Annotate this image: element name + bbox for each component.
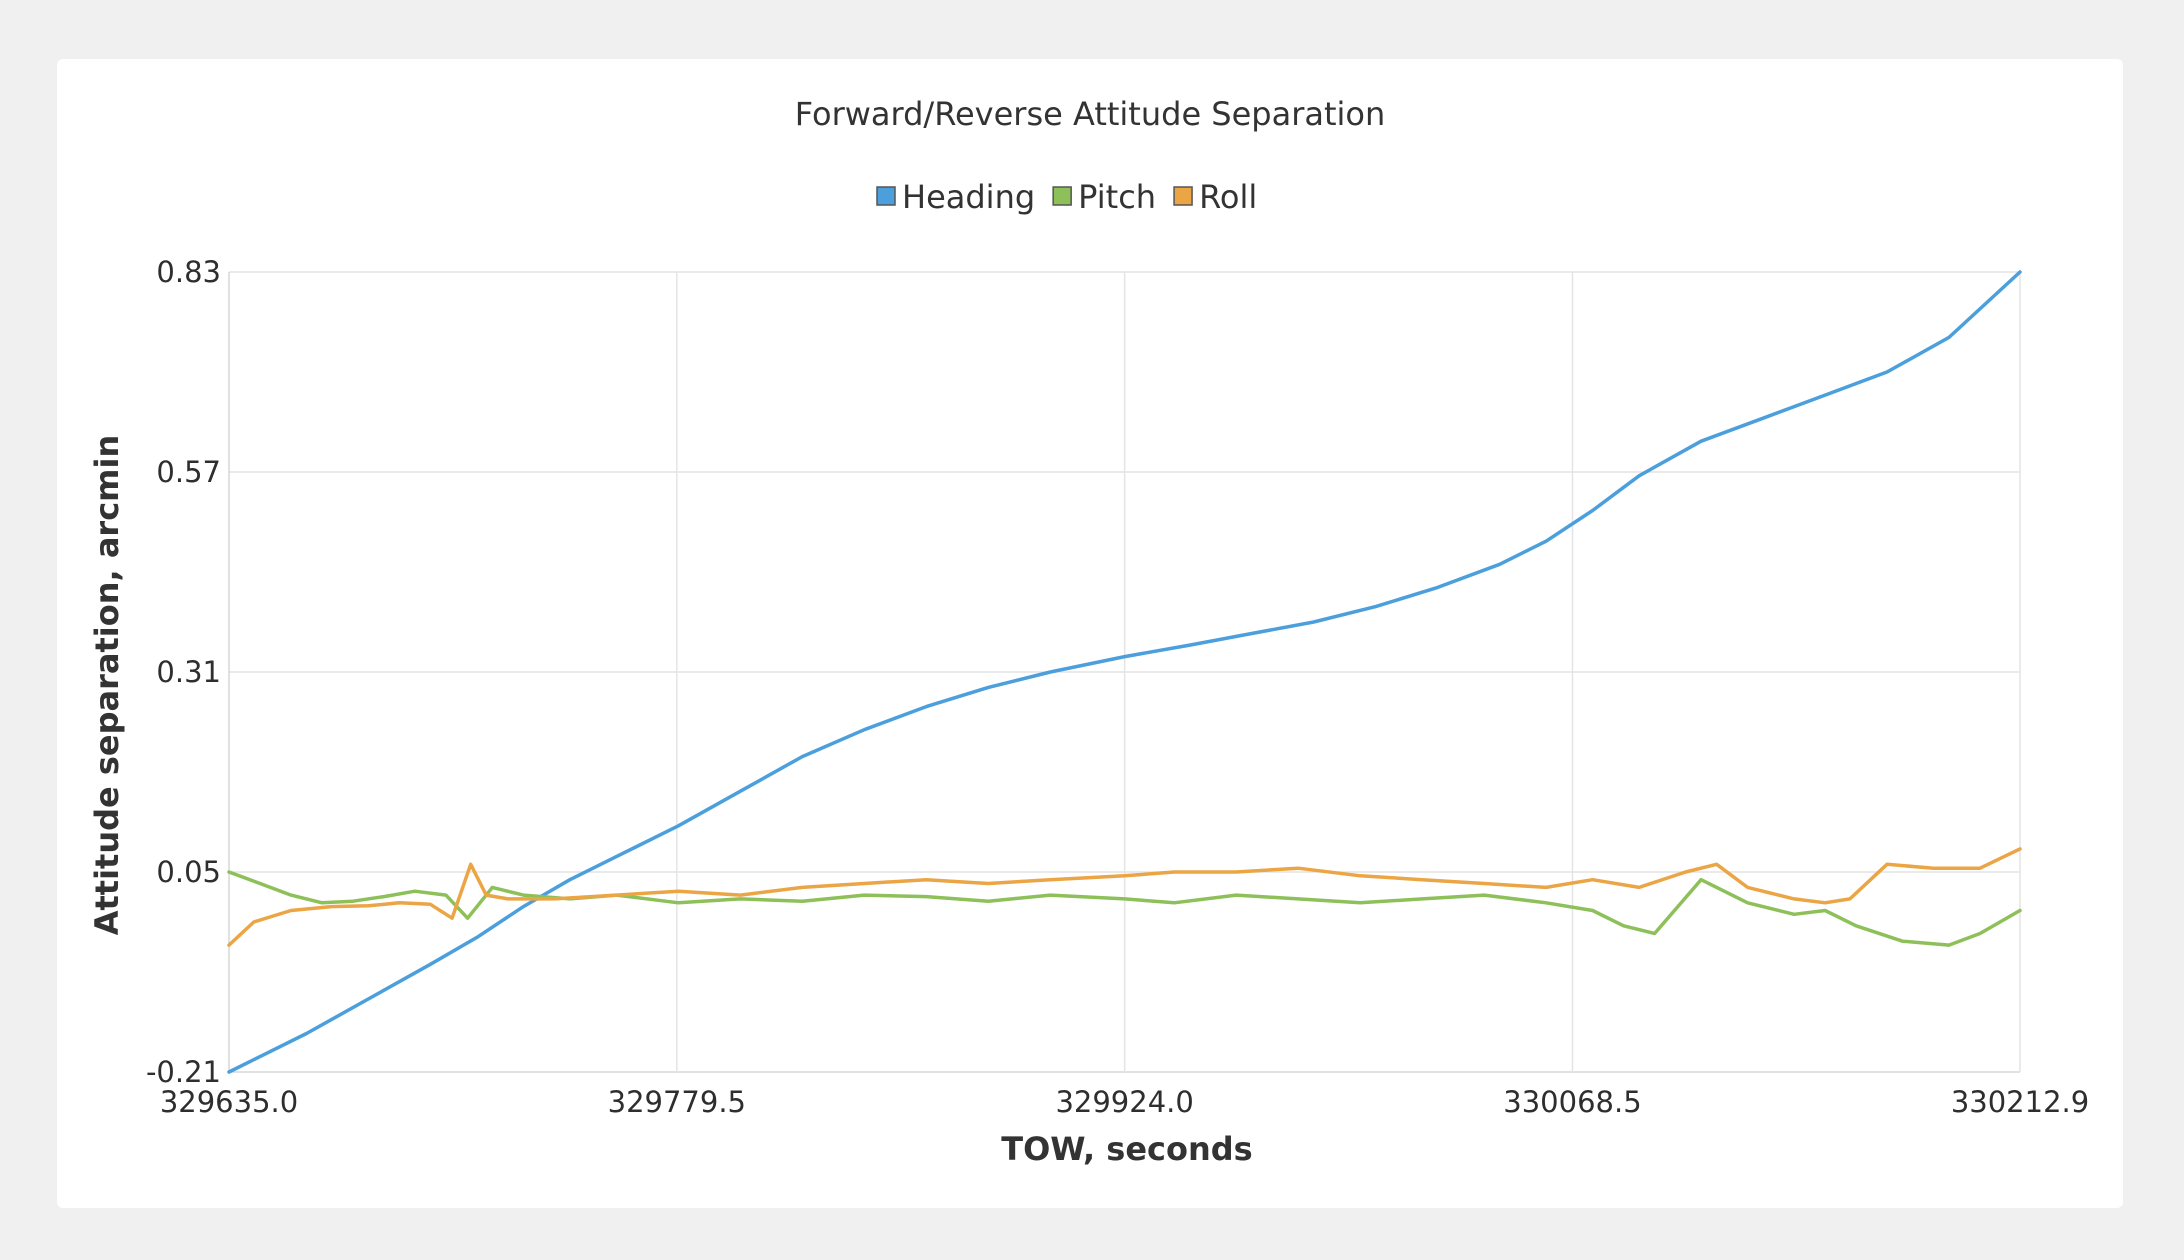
y-tick-label: 0.31 xyxy=(156,655,221,689)
legend-label: Pitch xyxy=(1078,178,1156,216)
axes: -0.21 0.05 0.31 0.57 0.83 329635.0 329779.5 329… xyxy=(146,255,2089,1119)
series-line-roll xyxy=(227,847,2022,947)
legend-item-roll[interactable]: Roll xyxy=(1173,178,1257,216)
legend-label: Roll xyxy=(1199,178,1257,216)
grid xyxy=(228,271,2021,1073)
x-tick-label: 330212.9 xyxy=(1951,1085,2089,1119)
x-axis-title: TOW, seconds xyxy=(1001,1130,1252,1168)
legend-swatch xyxy=(1173,186,1193,206)
y-tick-label: 0.05 xyxy=(156,855,221,889)
legend-label: Heading xyxy=(902,178,1035,216)
series-group xyxy=(227,270,2022,1074)
x-tick-label: 329635.0 xyxy=(160,1085,298,1119)
legend-item-heading[interactable]: Heading xyxy=(876,178,1035,216)
legend-item-pitch[interactable]: Pitch xyxy=(1052,178,1156,216)
y-tick-label: -0.21 xyxy=(146,1055,221,1089)
y-tick-label: 0.83 xyxy=(156,255,221,289)
series-line-heading xyxy=(227,270,2022,1074)
line-chart: Forward/Reverse Attitude Separation Head… xyxy=(88,95,2089,1168)
y-axis-title: Attitude separation, arcmin xyxy=(88,435,126,936)
x-tick-label: 330068.5 xyxy=(1503,1085,1641,1119)
legend-swatch xyxy=(876,186,896,206)
chart-card: Forward/Reverse Attitude Separation Head… xyxy=(57,59,2123,1208)
y-tick-label: 0.57 xyxy=(156,455,221,489)
series-line-pitch xyxy=(227,870,2022,947)
x-tick-label: 329924.0 xyxy=(1055,1085,1193,1119)
x-tick-label: 329779.5 xyxy=(608,1085,746,1119)
legend-swatch xyxy=(1052,186,1072,206)
chart-title: Forward/Reverse Attitude Separation xyxy=(795,95,1386,133)
legend: Heading Pitch Roll xyxy=(876,178,1257,216)
